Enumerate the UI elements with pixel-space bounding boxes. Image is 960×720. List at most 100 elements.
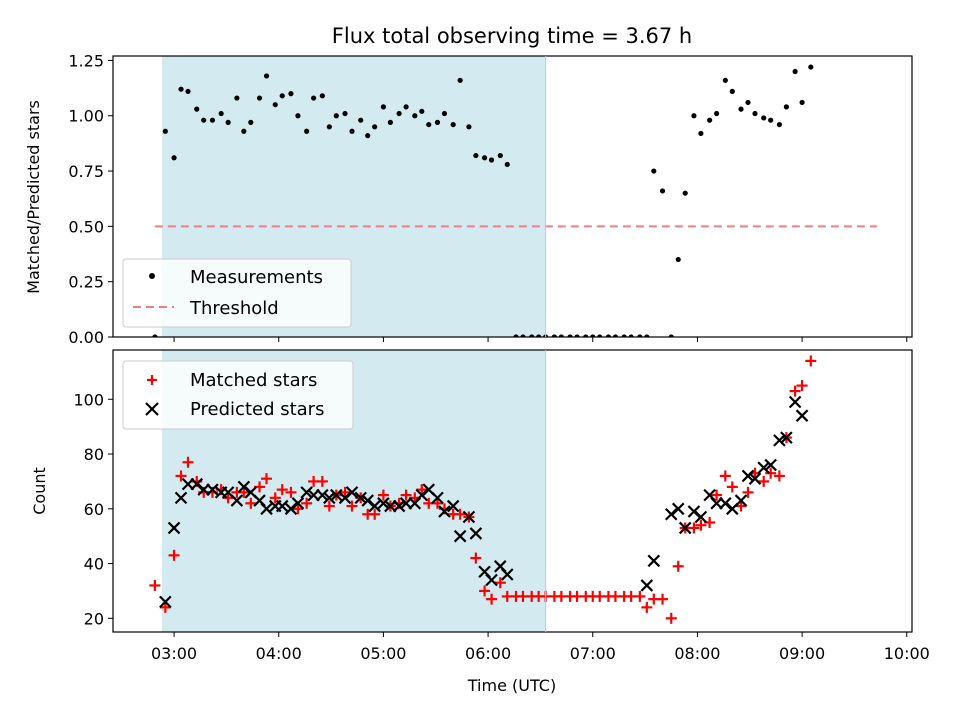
measurement-point [241, 128, 247, 134]
top-ytick-label: 0.25 [68, 273, 104, 292]
measurement-point [621, 334, 627, 337]
top-ytick-label: 0.00 [68, 328, 104, 347]
matched-star-point [657, 593, 669, 605]
measurement-point [707, 117, 713, 123]
measurement-point [659, 188, 666, 194]
measurement-point [637, 334, 643, 337]
measurement-point [567, 334, 573, 337]
measurement-point [752, 110, 758, 117]
predicted-star-point [159, 595, 172, 609]
predicted-star-point [678, 521, 692, 535]
predicted-star-point [316, 488, 329, 502]
measurement-point [396, 110, 402, 117]
predicted-star-point [323, 491, 336, 505]
measurement-point [644, 334, 650, 337]
bottom-panel: 20 40 60 80 100 03:00 04:00 05:00 06:00 07:00 08:… [30, 349, 930, 695]
predicted-star-point [260, 502, 273, 516]
bottom-legend: Matched stars Predicted stars [122, 360, 354, 430]
predicted-star-point [780, 431, 793, 444]
predicted-star-point [764, 458, 777, 472]
bottom-ytick-label: 40 [84, 555, 104, 574]
predicted-star-point [300, 486, 313, 499]
matched-star-point [261, 473, 273, 485]
predicted-star-point [462, 510, 476, 524]
matched-star-point [292, 503, 304, 515]
measurement-point [738, 106, 744, 112]
bottom-y-axis-label: Count [30, 467, 49, 515]
measurement-point [201, 117, 207, 123]
top-legend: Measurements Threshold [122, 258, 352, 328]
matched-star-point [149, 579, 161, 591]
top-panel: 0.00 0.25 0.50 0.75 1.00 1.25 Matched/Predict… [24, 51, 913, 347]
matched-star-point [479, 585, 491, 597]
matched-star-point [238, 486, 250, 498]
matched-star-point [688, 522, 700, 534]
predicted-star-point [734, 494, 748, 507]
measurement-point [729, 88, 735, 95]
measurement-point [628, 334, 634, 337]
measurement-point [691, 113, 697, 119]
measurement-point [380, 104, 387, 110]
top-ytick-label: 0.75 [68, 162, 104, 181]
matched-star-point [796, 380, 808, 392]
bottom-ytick-label: 60 [84, 500, 104, 519]
measurement-point [574, 334, 580, 337]
matched-star-point [369, 508, 381, 520]
predicted-star-point [167, 521, 181, 535]
measurement-point [768, 117, 774, 123]
matched-star-point [726, 481, 738, 493]
measurement-point [504, 161, 510, 168]
matched-star-point [168, 549, 180, 561]
measurement-point [256, 95, 263, 101]
top-axes-frame [112, 55, 913, 338]
measurement-point [185, 88, 191, 95]
predicted-star-point [640, 579, 654, 592]
predicted-star-point [174, 491, 188, 505]
top-ytick-label: 1.00 [68, 107, 104, 126]
matched-star-point [159, 601, 171, 613]
measurement-point [441, 110, 448, 117]
predicted-star-point [275, 499, 289, 513]
measurement-point [326, 124, 332, 130]
matched-star-point [276, 484, 288, 496]
legend-measurements-marker [149, 273, 155, 279]
measurement-point [668, 334, 674, 337]
measurement-point [597, 334, 603, 337]
predicted-star-point [345, 486, 359, 499]
matched-star-point [758, 475, 770, 487]
measurement-point [218, 110, 224, 117]
predicted-star-point [206, 483, 219, 496]
legend-threshold-label: Threshold [189, 298, 279, 319]
matched-star-point [269, 492, 281, 504]
measurement-point [419, 108, 425, 114]
measurement-point [488, 157, 495, 163]
xtick-label: 08:00 [674, 644, 720, 663]
measurement-point [426, 121, 432, 128]
bottom-ytick-label: 20 [84, 609, 104, 628]
measurement-point [682, 190, 688, 196]
matched-star-point [377, 489, 389, 501]
predicted-star-point [741, 469, 755, 483]
measurement-point [808, 64, 814, 70]
measurement-point [558, 334, 564, 337]
top-ytick-label: 0.50 [68, 217, 104, 236]
bottom-axes-frame [112, 349, 913, 633]
predicted-star-point [446, 499, 460, 513]
measurement-point [234, 95, 240, 101]
predicted-star-point [485, 573, 498, 587]
matched-star-point [789, 385, 801, 397]
matched-star-point [742, 486, 754, 498]
predicted-star-point [773, 434, 786, 447]
measurement-point [295, 113, 301, 119]
legend-predicted-label: Predicted stars [190, 399, 324, 420]
measurement-point [152, 334, 158, 337]
predicted-star-point [694, 510, 708, 524]
matched-star-point [805, 355, 817, 367]
measurement-point [529, 334, 535, 337]
matched-star-point [222, 492, 234, 504]
predicted-star-point [500, 568, 514, 581]
measurement-point [333, 113, 339, 119]
measurement-point [178, 86, 184, 92]
matched-star-point [346, 500, 358, 512]
